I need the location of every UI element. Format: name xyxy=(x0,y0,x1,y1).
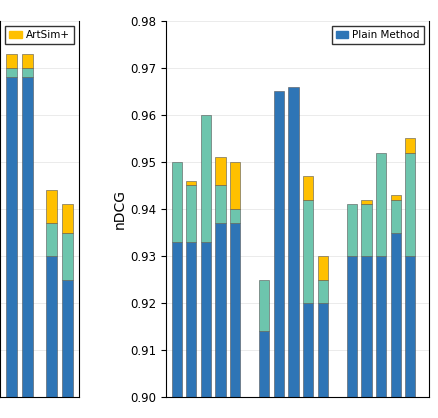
Bar xyxy=(172,162,182,242)
Bar xyxy=(391,232,401,397)
Bar xyxy=(46,190,57,223)
Bar xyxy=(274,92,284,397)
Bar xyxy=(318,303,328,397)
Bar xyxy=(361,204,371,256)
Bar xyxy=(376,256,386,397)
Bar xyxy=(22,54,33,68)
Bar xyxy=(62,280,73,397)
Bar xyxy=(186,186,196,242)
Bar xyxy=(230,162,240,209)
Bar xyxy=(405,153,415,256)
Bar xyxy=(62,232,73,280)
Legend: Plain Method: Plain Method xyxy=(332,26,424,44)
Bar xyxy=(186,181,196,186)
Bar xyxy=(259,331,269,397)
Bar xyxy=(347,204,357,256)
Bar xyxy=(22,68,33,77)
Bar xyxy=(318,280,328,303)
Bar xyxy=(46,223,57,256)
Bar xyxy=(230,223,240,397)
Bar xyxy=(215,223,226,397)
Bar xyxy=(376,153,386,256)
Bar xyxy=(215,186,226,223)
Bar xyxy=(215,157,226,186)
Bar xyxy=(347,256,357,397)
Bar xyxy=(303,200,313,303)
Bar xyxy=(405,256,415,397)
Bar xyxy=(201,242,211,397)
Bar xyxy=(318,256,328,280)
Bar xyxy=(62,204,73,232)
Bar xyxy=(391,200,401,232)
Bar xyxy=(46,256,57,397)
Bar xyxy=(303,176,313,200)
Bar xyxy=(6,68,17,77)
Bar xyxy=(391,195,401,200)
Bar xyxy=(405,138,415,153)
Bar xyxy=(201,115,211,242)
Bar xyxy=(288,87,299,397)
Bar xyxy=(361,256,371,397)
Bar xyxy=(186,242,196,397)
Legend: ArtSim+: ArtSim+ xyxy=(5,26,74,44)
Y-axis label: nDCG: nDCG xyxy=(113,189,127,229)
Bar xyxy=(172,242,182,397)
Bar xyxy=(6,77,17,397)
Bar xyxy=(22,77,33,397)
Bar xyxy=(6,54,17,68)
Bar xyxy=(361,200,371,204)
Bar xyxy=(230,209,240,223)
Bar xyxy=(259,280,269,331)
Bar xyxy=(303,303,313,397)
